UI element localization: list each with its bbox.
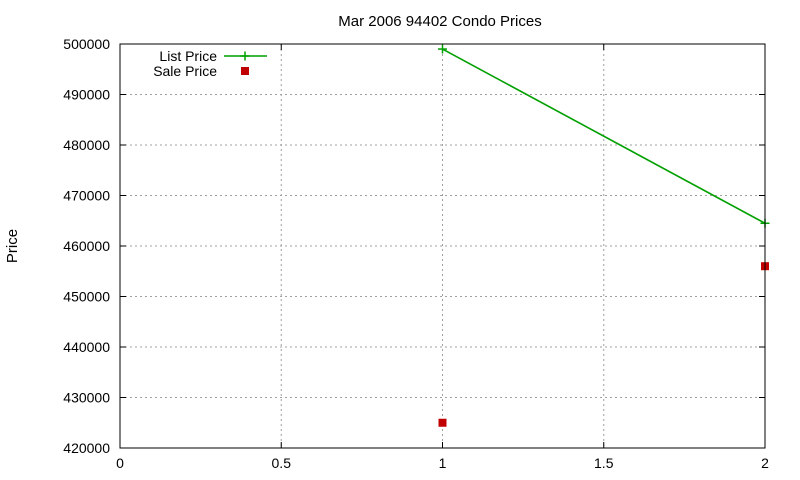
tick-labels: 420000 430000 440000 450000 460000 470000 4800… <box>63 36 769 471</box>
y-tick-label: 500000 <box>63 36 110 52</box>
legend-marker-sale-price <box>241 67 249 75</box>
grid-lines <box>120 44 765 448</box>
x-tick-label: 2 <box>761 455 769 471</box>
plot-frame <box>119 43 766 449</box>
y-tick-label: 490000 <box>63 87 110 103</box>
x-tick-label: 1.5 <box>594 455 614 471</box>
x-tick-label: 0 <box>116 455 124 471</box>
sale-price-point <box>438 418 447 427</box>
y-tick-label: 450000 <box>63 289 110 305</box>
x-tick-label: 1 <box>439 455 447 471</box>
chart-title: Mar 2006 94402 Condo Prices <box>338 13 541 30</box>
y-tick-label: 420000 <box>63 440 110 456</box>
legend-marker-list-price <box>240 51 250 61</box>
list-price-line <box>442 48 766 224</box>
legend-label-sale-price: Sale Price <box>153 63 217 79</box>
y-tick-label: 480000 <box>63 137 110 153</box>
legend-label-list-price: List Price <box>159 48 217 64</box>
y-tick-label: 440000 <box>63 339 110 355</box>
y-tick-label: 470000 <box>63 188 110 204</box>
x-tick-label: 0.5 <box>272 455 292 471</box>
y-tick-label: 430000 <box>63 390 110 406</box>
list-price-point <box>438 44 447 54</box>
y-axis-label: Price <box>4 229 21 263</box>
y-tick-label: 460000 <box>63 238 110 254</box>
